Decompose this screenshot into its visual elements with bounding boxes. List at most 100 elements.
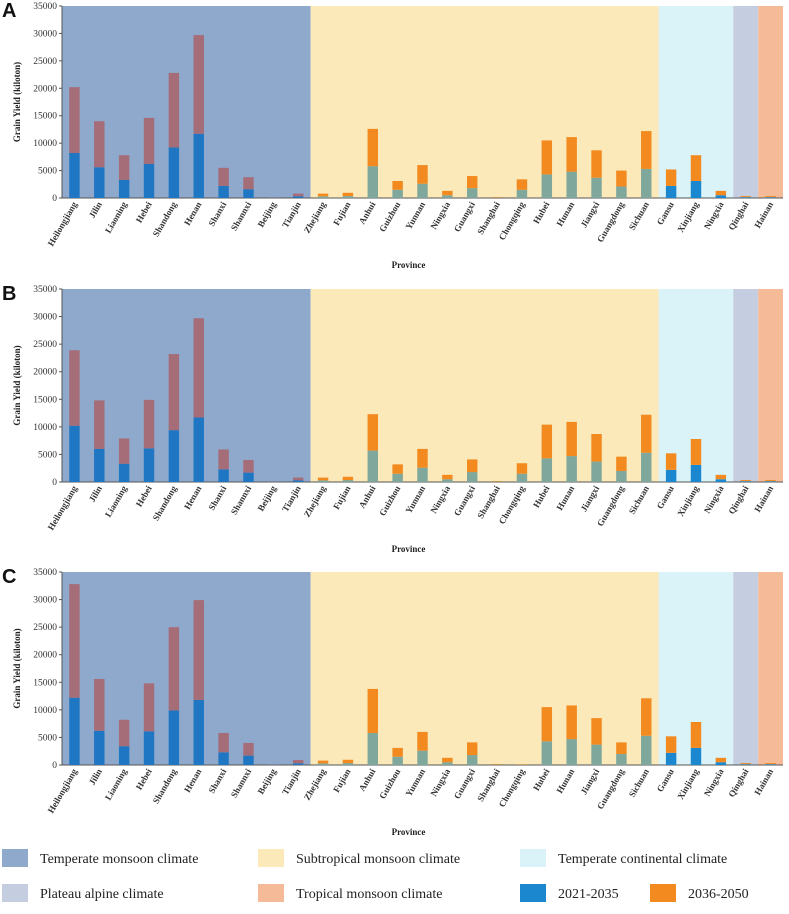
- x-tick-label: Jiangxi: [579, 767, 602, 797]
- bar-segment-2021-2035: [143, 163, 155, 198]
- bar-segment-2036-2050: [94, 678, 105, 731]
- bar-segment-2036-2050: [69, 584, 80, 698]
- legend-label: Tropical monsoon climate: [296, 887, 442, 902]
- legend-swatch: [520, 884, 546, 902]
- legend-item: Tropical monsoon climate: [258, 884, 442, 902]
- x-tick-label: Ningxia: [702, 200, 726, 231]
- x-tick-label: Hunan: [554, 200, 576, 228]
- x-tick-label: Sichuan: [627, 200, 651, 232]
- bar-segment-2036-2050: [740, 763, 751, 765]
- bar-segment-2036-2050: [367, 128, 378, 167]
- bar-segment-2021-2035: [740, 764, 751, 765]
- x-tick-label: Hubei: [531, 200, 552, 226]
- y-tick-label: 30000: [33, 29, 57, 39]
- climate-zone-band: [733, 6, 759, 198]
- bar-segment-2021-2035: [292, 763, 304, 765]
- bar-segment-2021-2035: [665, 185, 677, 198]
- bar-segment-2036-2050: [342, 476, 354, 481]
- bar-segment-2036-2050: [243, 459, 254, 473]
- bar-segment-2036-2050: [392, 747, 403, 757]
- bar-segment-2021-2035: [218, 469, 229, 482]
- bar-segment-2021-2035: [243, 189, 254, 198]
- legend-item: Subtropical monsoon climate: [258, 849, 460, 867]
- y-tick-label: 35000: [33, 568, 57, 578]
- bar-segment-2021-2035: [516, 473, 528, 482]
- bar-segment-2021-2035: [367, 733, 378, 765]
- bar-segment-2036-2050: [243, 177, 254, 190]
- bar-segment-2021-2035: [616, 470, 627, 482]
- bar-segment-2021-2035: [591, 744, 602, 765]
- x-tick-label: Xinjiang: [675, 767, 701, 801]
- bar-segment-2021-2035: [690, 464, 702, 482]
- legend-item: 2036-2050: [650, 884, 749, 902]
- x-tick-label: Zhejiang: [302, 484, 328, 519]
- bar-segment-2036-2050: [392, 180, 403, 190]
- x-tick-label: Shannxi: [229, 200, 254, 233]
- bar-segment-2036-2050: [168, 72, 180, 148]
- x-tick-label: Heilongjiang: [46, 484, 80, 532]
- y-tick-label: 10000: [33, 423, 57, 433]
- bar-segment-2021-2035: [168, 430, 180, 482]
- climate-zone-band: [310, 572, 659, 765]
- bar-segment-2036-2050: [417, 448, 428, 468]
- bar-segment-2036-2050: [317, 760, 329, 764]
- bar-segment-2036-2050: [740, 480, 751, 482]
- y-tick-label: 35000: [33, 2, 57, 12]
- bar-segment-2021-2035: [292, 196, 304, 198]
- climate-zone-band: [733, 289, 759, 482]
- bar-segment-2036-2050: [143, 683, 155, 732]
- bar-segment-2021-2035: [541, 741, 553, 765]
- chart-panel-b: 0 5000 10000 15000 20000 25000 30000 35000 B Grai…: [2, 283, 783, 554]
- bar-segment-2036-2050: [715, 474, 727, 480]
- y-tick-label: 0: [52, 194, 57, 204]
- bar-segment-2036-2050: [143, 117, 155, 164]
- x-tick-label: Yunnan: [403, 200, 427, 231]
- bar-segment-2036-2050: [218, 449, 229, 470]
- bar-segment-2021-2035: [641, 168, 652, 198]
- x-tick-label: Shanxi: [206, 484, 228, 512]
- bar-segment-2036-2050: [665, 736, 677, 753]
- x-tick-label: Shandong: [151, 484, 179, 523]
- y-tick-label: 15000: [33, 395, 57, 405]
- bar-segment-2021-2035: [193, 133, 204, 198]
- x-tick-label: Yunnan: [403, 484, 427, 515]
- x-tick-label: Sichuan: [627, 767, 651, 799]
- x-tick-label: Henan: [182, 767, 203, 794]
- x-tick-label: Shanghai: [475, 484, 502, 521]
- bar-segment-2036-2050: [690, 155, 702, 181]
- x-tick-label: Jiangxi: [579, 484, 602, 514]
- bar-segment-2036-2050: [690, 721, 702, 748]
- bar-segment-2021-2035: [118, 746, 130, 765]
- bar-segment-2036-2050: [292, 760, 304, 764]
- legend-label: Subtropical monsoon climate: [296, 852, 460, 867]
- legend-label: Temperate monsoon climate: [40, 852, 198, 867]
- x-tick-label: Ningxia: [702, 484, 726, 515]
- bar-segment-2036-2050: [665, 453, 677, 470]
- x-tick-label: Tianjin: [280, 767, 303, 797]
- x-tick-label: Ningxia: [428, 484, 452, 515]
- panel-label: C: [2, 566, 16, 588]
- bar-segment-2036-2050: [442, 474, 453, 480]
- legend-item: Plateau alpine climate: [2, 884, 164, 902]
- x-tick-label: Heilongjiang: [46, 767, 80, 815]
- climate-zone-band: [758, 289, 783, 482]
- bar-segment-2036-2050: [467, 176, 478, 189]
- x-tick-label: Hebei: [134, 484, 154, 509]
- x-tick-label: Zhejiang: [302, 200, 328, 235]
- x-tick-label: Heilongjiang: [46, 200, 80, 248]
- bar-segment-2036-2050: [118, 155, 130, 180]
- bar-segment-2036-2050: [591, 150, 602, 178]
- y-axis-title: Grain Yield (kiloton): [12, 62, 22, 142]
- bar-segment-2036-2050: [591, 718, 602, 745]
- y-tick-label: 15000: [33, 112, 57, 122]
- bar-segment-2021-2035: [566, 171, 577, 198]
- legend-label: 2036-2050: [688, 887, 749, 902]
- legend-swatch: [520, 849, 546, 867]
- legend-label: Temperate continental climate: [558, 852, 727, 867]
- y-tick-label: 5000: [38, 733, 57, 743]
- panel-label: B: [2, 283, 16, 305]
- bar-segment-2036-2050: [168, 354, 180, 431]
- legend-label: Plateau alpine climate: [40, 887, 164, 902]
- bar-segment-2036-2050: [342, 759, 354, 764]
